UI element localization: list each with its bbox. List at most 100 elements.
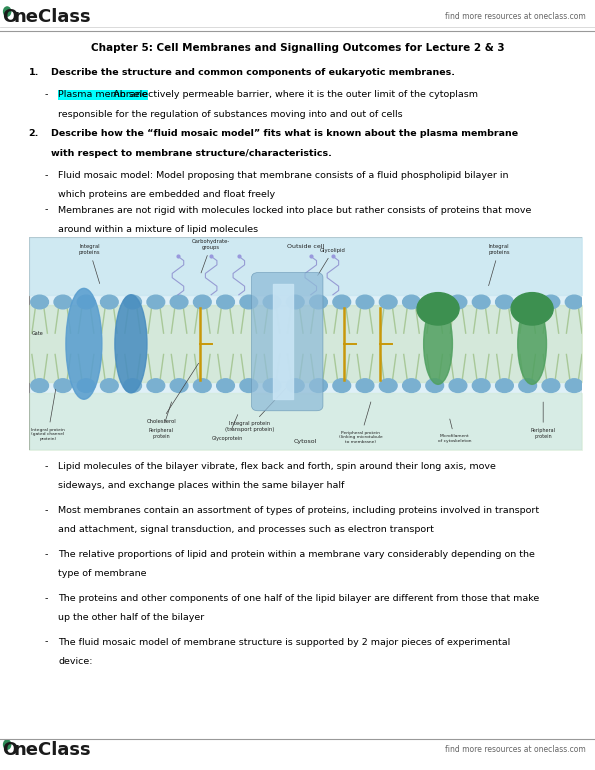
Text: up the other half of the bilayer: up the other half of the bilayer [58, 613, 205, 622]
Circle shape [54, 295, 72, 309]
Circle shape [101, 295, 118, 309]
FancyBboxPatch shape [252, 273, 323, 410]
Circle shape [417, 293, 459, 325]
Text: -: - [45, 638, 48, 647]
Circle shape [519, 379, 537, 393]
Text: Outside cell: Outside cell [287, 244, 324, 249]
Text: Fluid mosaic model: Model proposing that membrane consists of a fluid phospholip: Fluid mosaic model: Model proposing that… [58, 171, 509, 180]
Text: and attachment, signal transduction, and processes such as electron transport: and attachment, signal transduction, and… [58, 525, 434, 534]
Circle shape [519, 295, 537, 309]
Circle shape [333, 379, 350, 393]
Text: : An selectively permeable barrier, where it is the outer limit of the cytoplasm: : An selectively permeable barrier, wher… [107, 90, 478, 99]
Circle shape [124, 295, 142, 309]
Circle shape [403, 295, 420, 309]
Circle shape [542, 379, 560, 393]
Ellipse shape [66, 288, 102, 400]
Text: Glycoprotein: Glycoprotein [212, 414, 243, 440]
Text: Microfilament
of cytoskeleton: Microfilament of cytoskeleton [438, 419, 471, 443]
Text: O: O [2, 741, 17, 759]
Circle shape [356, 295, 374, 309]
Circle shape [496, 379, 513, 393]
Circle shape [31, 295, 48, 309]
Text: -: - [45, 550, 48, 559]
Text: The proteins and other components of one half of the lipid bilayer are different: The proteins and other components of one… [58, 594, 540, 603]
Circle shape [4, 7, 11, 16]
Ellipse shape [424, 303, 452, 384]
Circle shape [124, 379, 142, 393]
Circle shape [170, 379, 188, 393]
Circle shape [472, 295, 490, 309]
Circle shape [309, 295, 327, 309]
Circle shape [449, 379, 467, 393]
Text: find more resources at oneclass.com: find more resources at oneclass.com [445, 12, 586, 22]
Text: -: - [45, 171, 48, 180]
Text: The relative proportions of lipid and protein within a membrane vary considerabl: The relative proportions of lipid and pr… [58, 550, 535, 559]
Circle shape [426, 379, 444, 393]
Text: device:: device: [58, 657, 93, 666]
Circle shape [240, 295, 258, 309]
Text: The fluid mosaic model of membrane structure is supported by 2 major pieces of e: The fluid mosaic model of membrane struc… [58, 638, 511, 647]
Text: Integral
proteins: Integral proteins [79, 244, 100, 283]
Circle shape [193, 295, 211, 309]
Text: -: - [45, 90, 48, 99]
Circle shape [511, 293, 553, 325]
Circle shape [356, 379, 374, 393]
Text: type of membrane: type of membrane [58, 569, 147, 578]
Circle shape [240, 379, 258, 393]
Text: sideways, and exchange places within the same bilayer half: sideways, and exchange places within the… [58, 481, 345, 490]
Text: -: - [45, 462, 48, 471]
Circle shape [403, 379, 420, 393]
Circle shape [472, 379, 490, 393]
Text: Glycolipid: Glycolipid [318, 248, 346, 276]
Text: around within a mixture of lipid molecules: around within a mixture of lipid molecul… [58, 225, 258, 234]
Text: Gate: Gate [32, 330, 43, 336]
Circle shape [101, 379, 118, 393]
Text: Lipid molecules of the bilayer vibrate, flex back and forth, spin around their l: Lipid molecules of the bilayer vibrate, … [58, 462, 496, 471]
Text: which proteins are embedded and float freely: which proteins are embedded and float fr… [58, 190, 275, 199]
Text: -: - [45, 206, 48, 215]
Circle shape [77, 379, 95, 393]
Text: Peripheral protein
(linking microtubule
to membrane): Peripheral protein (linking microtubule … [339, 402, 383, 444]
Text: -: - [45, 506, 48, 515]
Circle shape [565, 295, 583, 309]
Circle shape [286, 295, 304, 309]
Text: Describe how the “fluid mosaic model” fits what is known about the plasma membra: Describe how the “fluid mosaic model” fi… [51, 129, 518, 138]
Text: Cytosol: Cytosol [293, 439, 317, 444]
Text: responsible for the regulation of substances moving into and out of cells: responsible for the regulation of substa… [58, 110, 403, 119]
Text: Integral
proteins: Integral proteins [488, 244, 510, 286]
Circle shape [380, 295, 397, 309]
Circle shape [333, 295, 350, 309]
Circle shape [170, 295, 188, 309]
Circle shape [147, 379, 165, 393]
Circle shape [263, 379, 281, 393]
Text: Membranes are not rigid with molecules locked into place but rather consists of : Membranes are not rigid with molecules l… [58, 206, 532, 215]
Circle shape [193, 379, 211, 393]
Circle shape [309, 379, 327, 393]
Circle shape [4, 740, 11, 749]
Text: Most membranes contain an assortment of types of proteins, including proteins in: Most membranes contain an assortment of … [58, 506, 540, 515]
Circle shape [449, 295, 467, 309]
Text: Peripheral
protein: Peripheral protein [149, 402, 174, 439]
Text: Describe the structure and common components of eukaryotic membranes.: Describe the structure and common compon… [51, 68, 455, 77]
Text: with respect to membrane structure/characteristics.: with respect to membrane structure/chara… [51, 149, 331, 159]
Text: -: - [45, 594, 48, 603]
Circle shape [77, 295, 95, 309]
Text: Carbohydrate-
groups: Carbohydrate- groups [192, 239, 230, 273]
Circle shape [54, 379, 72, 393]
Text: neClass: neClass [14, 8, 91, 26]
Ellipse shape [115, 295, 147, 393]
Circle shape [565, 379, 583, 393]
FancyBboxPatch shape [29, 237, 582, 450]
Ellipse shape [518, 303, 546, 384]
Text: Chapter 5: Cell Membranes and Signalling Outcomes for Lecture 2 & 3: Chapter 5: Cell Membranes and Signalling… [90, 43, 505, 52]
Text: Cholesterol: Cholesterol [146, 363, 199, 424]
Circle shape [147, 295, 165, 309]
Circle shape [217, 379, 234, 393]
Text: Integral protein
(transport protein): Integral protein (transport protein) [226, 389, 286, 432]
Circle shape [542, 295, 560, 309]
Circle shape [426, 295, 444, 309]
Circle shape [380, 379, 397, 393]
Text: Plasma membrane: Plasma membrane [58, 90, 148, 99]
Text: Integral protein
(gated channel
protein): Integral protein (gated channel protein) [31, 389, 65, 440]
Text: 1.: 1. [29, 68, 39, 77]
